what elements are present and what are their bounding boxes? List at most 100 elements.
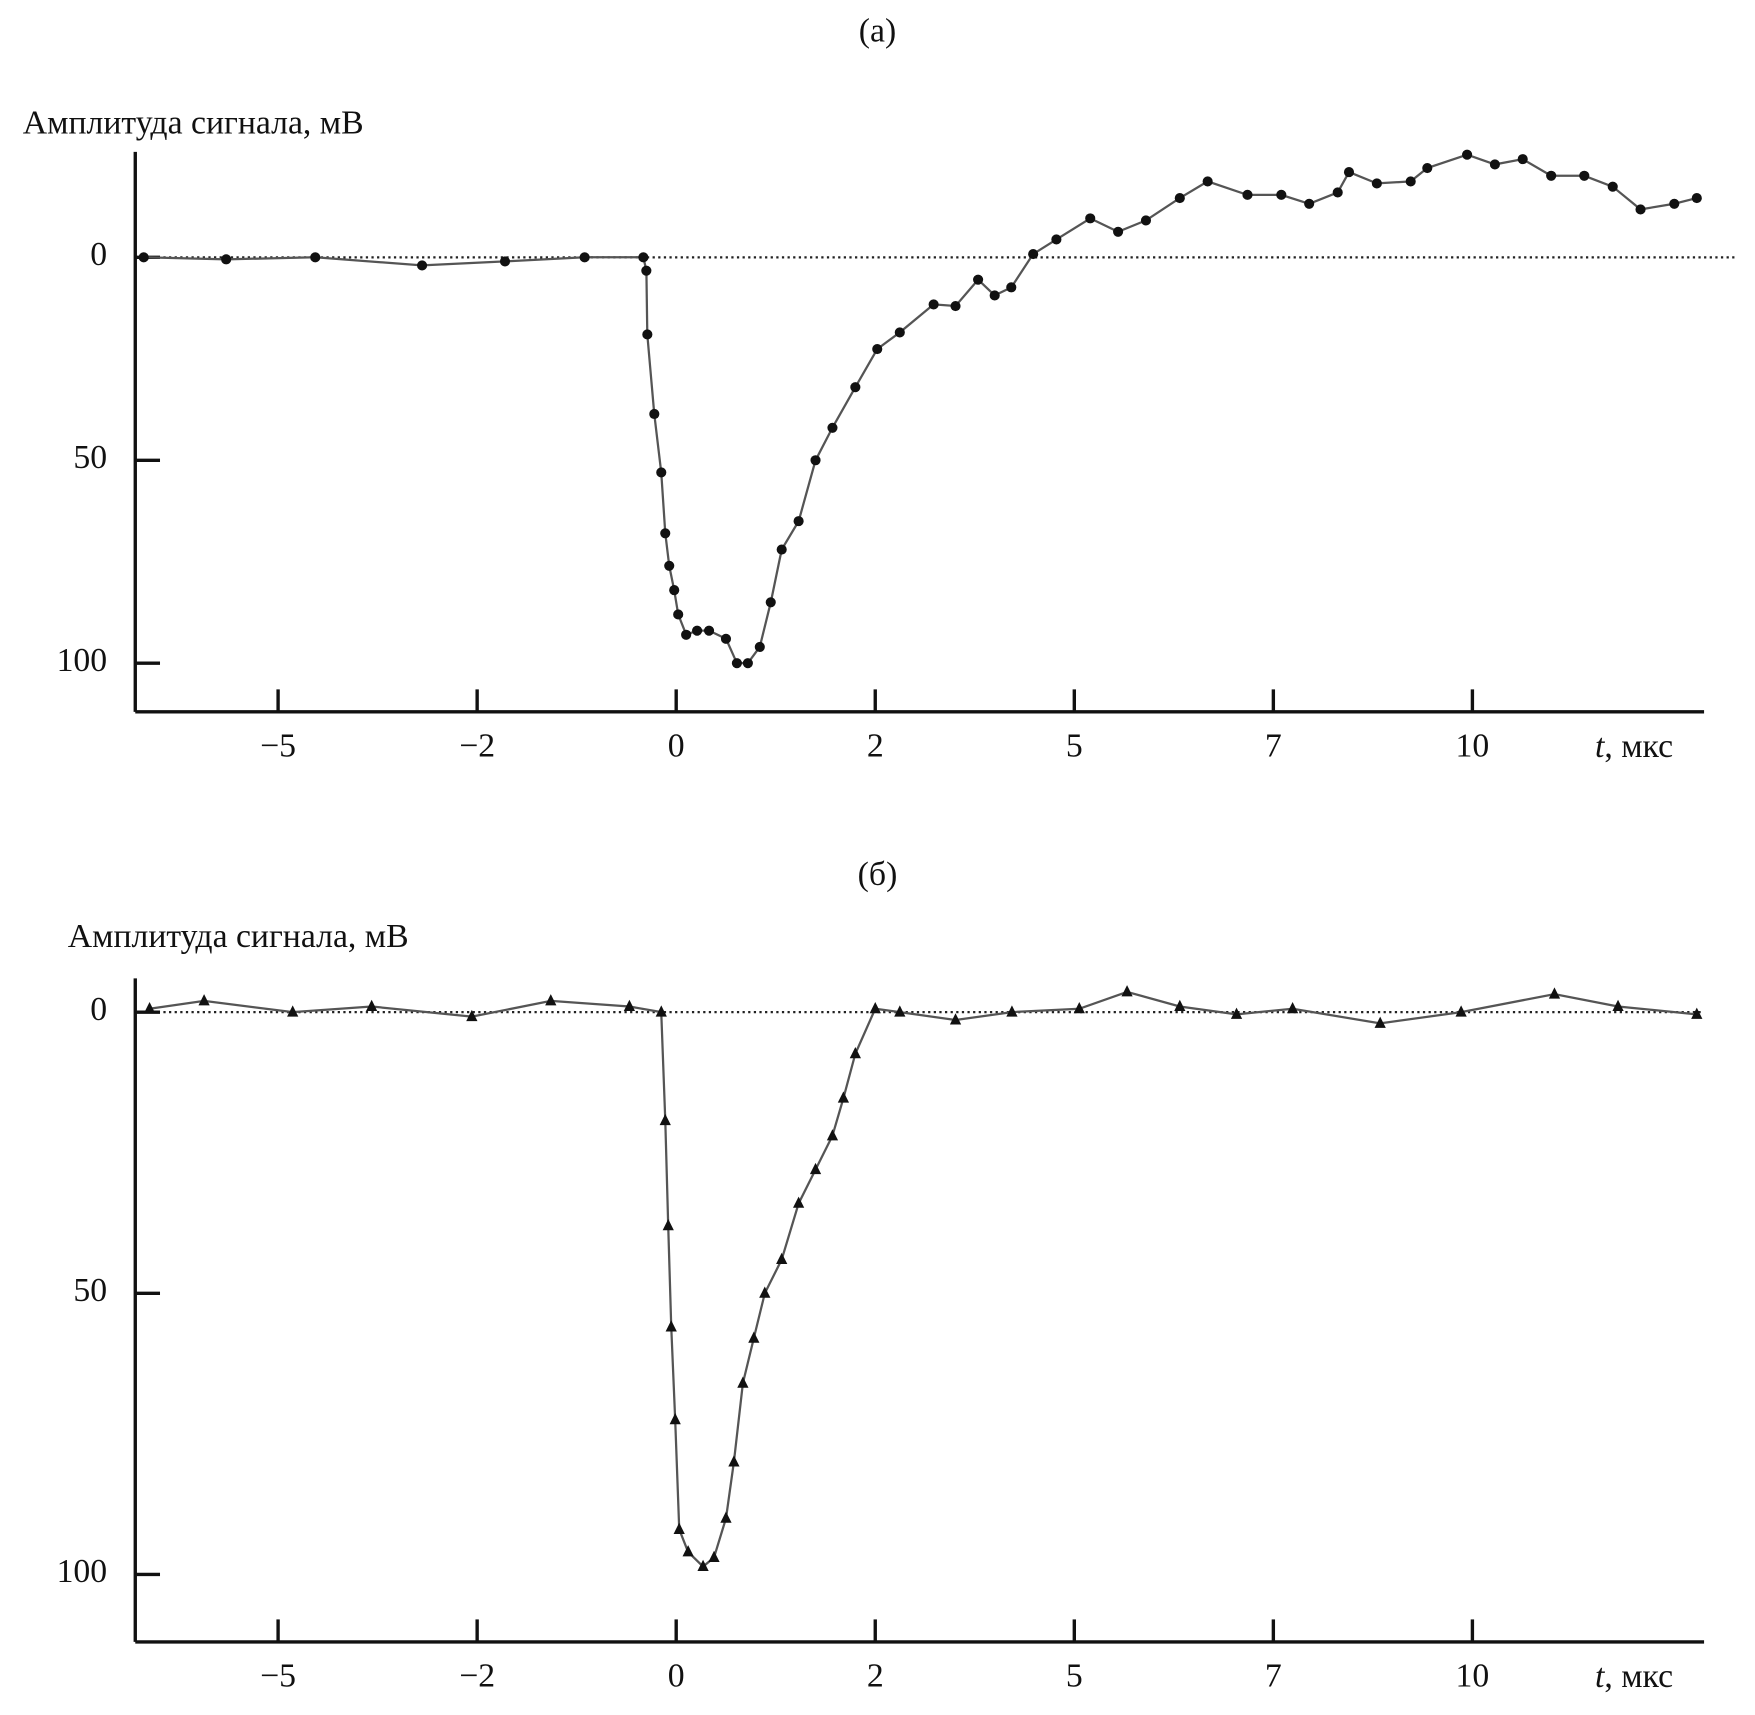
data-point [660,528,671,539]
x-axis-symbol: t [1595,728,1606,765]
data-point [1405,176,1416,187]
data-point [655,1005,667,1017]
data-point [1691,193,1702,204]
data-point [894,327,905,338]
data-point [1174,999,1186,1012]
data-point [198,994,210,1006]
data-point [872,343,883,355]
data-point [1304,198,1315,209]
data-point [720,1511,732,1523]
data-point [366,999,378,1012]
data-point [1121,985,1133,997]
data-point [1579,170,1590,181]
x-tick-label: 10 [1456,1658,1490,1695]
data-point [499,256,511,267]
y-tick-label: 100 [57,1553,108,1590]
data-point [649,408,660,420]
data-point [1462,149,1473,160]
data-point [641,265,652,276]
data-point [973,274,984,285]
x-axis-title: t, мкс [1595,1658,1673,1695]
data-point [1006,282,1017,293]
data-point [827,422,838,433]
x-tick-label: 0 [668,1658,685,1695]
data-point [849,1046,861,1059]
x-axis-unit: , мкс [1604,1658,1673,1695]
data-point [1073,1002,1085,1014]
data-point [143,1002,156,1014]
data-point [894,1005,906,1017]
data-point [1051,234,1062,245]
data-point [850,382,861,393]
data-point [697,1559,709,1572]
data-point [673,1522,685,1534]
data-point [826,1129,839,1141]
data-point [466,1009,478,1022]
data-point [1242,189,1253,200]
data-point [742,658,753,669]
data-point [737,1376,749,1388]
data-point [759,1286,771,1298]
x-tick-label: 2 [867,1658,884,1695]
data-point [748,1331,760,1343]
x-tick-label: 7 [1265,1658,1282,1695]
data-point [1691,1007,1703,1019]
data-point [776,1252,788,1265]
data-point [1635,204,1646,215]
data-point [681,629,692,640]
x-tick-label: 10 [1456,728,1490,765]
y-axis-title: Амплитуда сигнала, мВ [23,105,364,142]
x-tick-label: −2 [459,728,495,765]
data-point [793,516,804,527]
data-point [1140,215,1152,226]
x-tick-label: 5 [1066,1658,1083,1695]
chart-title: (а) [859,12,896,49]
data-point [221,254,232,265]
data-point [1546,170,1557,181]
data-point [950,300,961,312]
data-point [287,1005,299,1017]
data-point [638,252,649,263]
data-point [810,455,821,466]
data-point [1343,167,1355,178]
data-point [1548,987,1561,999]
data-point [720,633,732,644]
y-axis-title: Амплитуда сигнала, мВ [68,918,409,955]
data-point [310,252,321,263]
data-point [1174,193,1185,204]
data-point [1202,176,1213,187]
data-point [765,597,776,608]
data-point [1332,187,1343,198]
data-point [664,560,675,571]
data-point [579,252,590,263]
data-point [703,625,715,636]
data-point [1422,162,1433,174]
data-point [1230,1007,1243,1019]
data-point [1607,181,1618,192]
data-point [869,1002,881,1014]
x-tick-label: 7 [1265,728,1282,765]
data-point [692,625,703,636]
data-point [754,641,765,652]
data-point [623,999,636,1012]
data-point [1028,249,1039,260]
data-point [776,544,787,555]
data-point [138,252,149,263]
data-point [1371,178,1382,189]
x-tick-label: 0 [668,728,685,765]
x-tick-label: −2 [459,1658,495,1695]
data-point [728,1455,740,1467]
data-point [837,1091,850,1103]
data-point [662,1219,674,1231]
data-point [1489,159,1500,170]
x-tick-label: 2 [867,728,884,765]
data-point [1455,1005,1467,1017]
data-point [928,299,939,310]
data-point [545,994,557,1006]
data-point [673,609,684,620]
data-point [1085,213,1096,224]
data-point [989,290,1000,301]
data-point [1669,198,1680,209]
